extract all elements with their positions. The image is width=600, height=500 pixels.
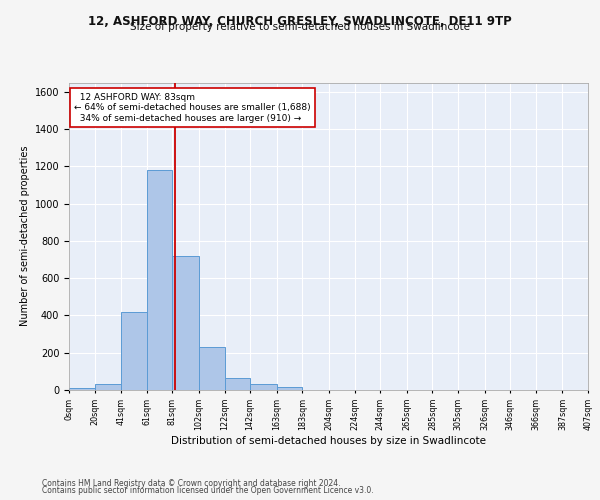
Bar	[250, 384, 277, 390]
Bar	[147, 170, 172, 390]
Text: Contains HM Land Registry data © Crown copyright and database right 2024.: Contains HM Land Registry data © Crown c…	[42, 478, 341, 488]
Text: Size of property relative to semi-detached houses in Swadlincote: Size of property relative to semi-detach…	[130, 22, 470, 32]
Bar	[69, 388, 95, 390]
X-axis label: Distribution of semi-detached houses by size in Swadlincote: Distribution of semi-detached houses by …	[171, 436, 486, 446]
Bar	[277, 387, 302, 390]
Bar	[95, 384, 121, 390]
Text: 12 ASHFORD WAY: 83sqm
← 64% of semi-detached houses are smaller (1,688)
  34% of: 12 ASHFORD WAY: 83sqm ← 64% of semi-deta…	[74, 93, 311, 122]
Text: 12, ASHFORD WAY, CHURCH GRESLEY, SWADLINCOTE, DE11 9TP: 12, ASHFORD WAY, CHURCH GRESLEY, SWADLIN…	[88, 15, 512, 28]
Bar	[199, 347, 224, 390]
Text: Contains public sector information licensed under the Open Government Licence v3: Contains public sector information licen…	[42, 486, 374, 495]
Y-axis label: Number of semi-detached properties: Number of semi-detached properties	[20, 146, 31, 326]
Bar	[121, 312, 147, 390]
Bar	[224, 378, 250, 390]
Bar	[172, 256, 199, 390]
